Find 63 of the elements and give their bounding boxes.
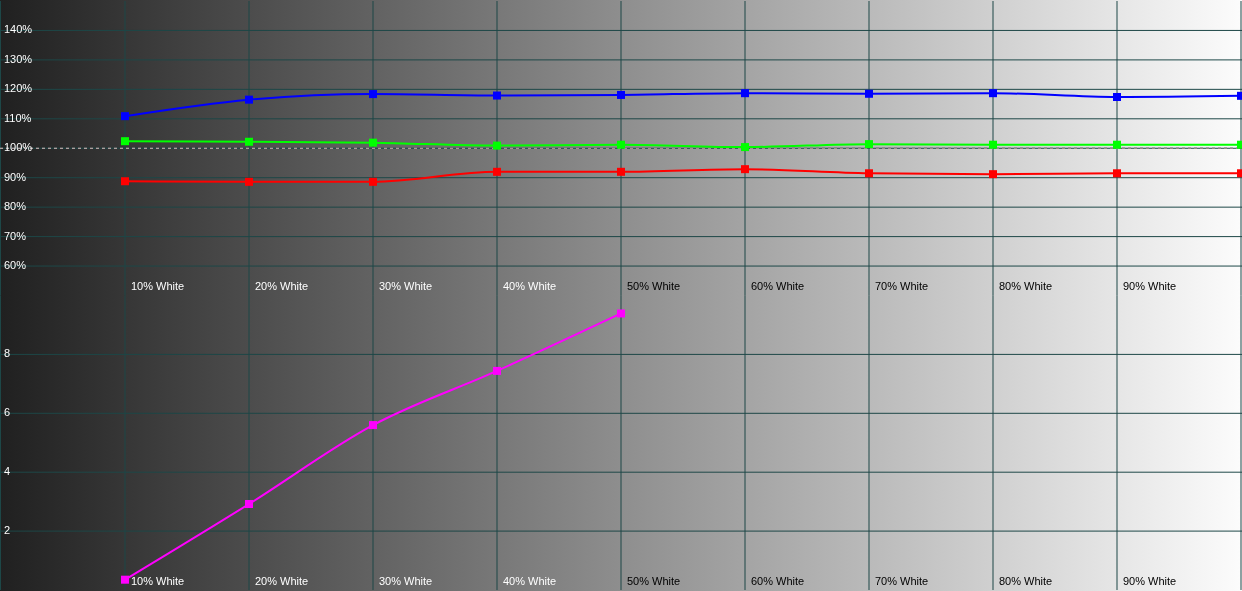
y-tick-label: 140%	[4, 23, 33, 36]
x-tick-label: 40% White	[503, 280, 557, 293]
point	[617, 90, 625, 99]
y-tick-label: 8	[4, 347, 11, 360]
point	[493, 167, 501, 176]
x-tick-label: 40% White	[503, 574, 557, 587]
y-tick-label: 2	[4, 524, 11, 537]
x-tick-label: 70% White	[875, 280, 929, 293]
x-tick-label: 30% White	[379, 280, 433, 293]
point	[617, 140, 625, 149]
y-tick-label: 130%	[4, 52, 33, 65]
y-tick-label: 4	[4, 465, 11, 478]
point	[121, 177, 129, 186]
x-tick-label: 10% White	[131, 280, 185, 293]
point	[493, 366, 501, 375]
y-tick-label: 80%	[4, 200, 27, 213]
point	[121, 112, 129, 121]
point	[369, 177, 377, 186]
x-tick-label: 80% White	[999, 574, 1053, 587]
point	[493, 141, 501, 150]
point	[1113, 93, 1121, 102]
point	[1113, 169, 1121, 178]
point	[369, 90, 377, 99]
x-tick-label: 50% White	[627, 280, 681, 293]
point	[245, 177, 253, 186]
y-tick-label: 70%	[4, 229, 27, 242]
x-tick-label: 80% White	[999, 280, 1053, 293]
point	[1113, 140, 1121, 149]
point	[741, 165, 749, 174]
point	[369, 421, 377, 430]
point	[369, 138, 377, 147]
x-tick-label: 90% White	[1123, 280, 1177, 293]
point	[493, 91, 501, 100]
point	[865, 89, 873, 98]
y-tick-label: 90%	[4, 170, 27, 183]
point	[245, 500, 253, 509]
point	[741, 89, 749, 98]
point	[989, 140, 997, 149]
y-tick-label: 100%	[4, 141, 33, 154]
x-tick-label: 20% White	[255, 574, 309, 587]
x-tick-label: 60% White	[751, 280, 805, 293]
y-tick-label: 120%	[4, 82, 33, 95]
x-tick-label: 90% White	[1123, 574, 1177, 587]
x-tick-label: 30% White	[379, 574, 433, 587]
point	[741, 143, 749, 152]
x-tick-label: 50% White	[627, 574, 681, 587]
y-tick-label: 6	[4, 406, 11, 419]
point	[245, 95, 253, 104]
point	[617, 309, 625, 318]
x-tick-label: 60% White	[751, 574, 805, 587]
y-tick-label: 60%	[4, 258, 27, 271]
x-tick-label: 10% White	[131, 574, 185, 587]
x-tick-label: 20% White	[255, 280, 309, 293]
x-tick-label: 70% White	[875, 574, 929, 587]
point	[989, 170, 997, 179]
point	[865, 140, 873, 149]
point	[121, 137, 129, 146]
point	[989, 89, 997, 98]
point	[121, 575, 129, 584]
point	[617, 167, 625, 176]
point	[865, 169, 873, 178]
y-tick-label: 110%	[4, 111, 32, 124]
point	[245, 137, 253, 146]
